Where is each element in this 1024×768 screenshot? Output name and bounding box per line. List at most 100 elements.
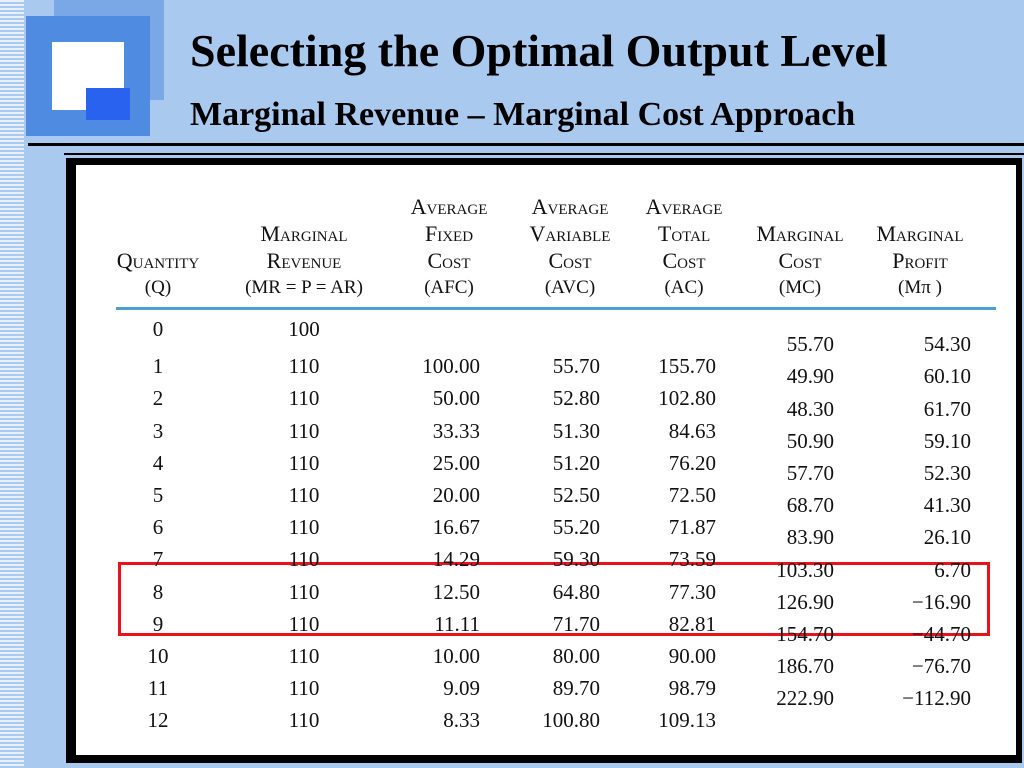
header-average-total-cost-line-3: (AC) [664, 277, 704, 298]
avc-cell: 89.70 [552, 676, 600, 701]
header-average-variable-cost-line-1: Variable [529, 221, 611, 246]
marginal-revenue-cell: 110 [288, 418, 320, 443]
afc-cell: 10.00 [432, 644, 480, 668]
afc-cell: 25.00 [432, 450, 480, 475]
avc-cell: 80.00 [552, 644, 600, 668]
quantity-cell: 12 [147, 708, 169, 733]
header-quantity-line-2: Quantity [116, 248, 200, 273]
afc-cell: 20.00 [432, 483, 480, 507]
ac-cell: 77.30 [668, 579, 716, 604]
quantity-cell: 8 [152, 579, 164, 604]
avc-cell: 100.80 [542, 708, 600, 733]
cost-revenue-table: Quantity (Q) Marginal Revenue (MR = P = AR) A… [76, 165, 1016, 755]
ac-cell: 109.13 [658, 708, 716, 733]
marginal-cost-cell: 55.70 [786, 332, 834, 357]
ac-cell: 155.70 [658, 354, 716, 379]
avc-cell: 71.70 [552, 611, 600, 636]
header-marginal-cost-line-3: (MC) [778, 277, 822, 298]
table-figure: Quantity (Q) Marginal Revenue (MR = P = AR) A… [66, 158, 1022, 763]
marginal-revenue-cell: 110 [288, 708, 320, 733]
marginal-revenue-cell: 110 [288, 483, 320, 507]
header-marginal-cost-line-2: Cost [778, 248, 822, 273]
quantity-cell: 11 [147, 676, 169, 701]
avc-cell: 55.70 [552, 354, 600, 379]
marginal-cost-cell: 68.70 [786, 493, 834, 518]
header-average-fixed-cost-line-3: (AFC) [424, 277, 474, 298]
marginal-profit-cell: −112.90 [902, 686, 971, 711]
quantity-cell: 4 [152, 450, 164, 475]
afc-cell: 9.09 [443, 676, 480, 701]
marginal-cost-cell: 222.90 [776, 686, 834, 711]
header-marginal-profit-line-1: Marginal [876, 221, 964, 246]
avc-cell: 52.80 [552, 386, 600, 411]
quantity-cell: 0 [152, 317, 164, 341]
marginal-cost-cell: 103.30 [776, 557, 834, 582]
marginal-revenue-cell: 110 [288, 450, 320, 475]
marginal-profit-cell: 52.30 [923, 460, 971, 485]
quantity-cell: 2 [152, 386, 164, 411]
marginal-revenue-cell: 110 [288, 676, 320, 701]
marginal-profit-cell: 41.30 [923, 493, 971, 518]
marginal-cost-cell: 50.90 [786, 428, 834, 453]
header-quantity-line-3: (Q) [144, 277, 172, 298]
marginal-profit-cell: 61.70 [923, 396, 971, 421]
header-average-fixed-cost-line-0: Average [410, 194, 488, 219]
slide-logo [24, 0, 164, 140]
avc-cell: 51.30 [552, 418, 600, 443]
decorative-stripe [0, 0, 24, 768]
marginal-profit-cell: −44.70 [911, 621, 971, 646]
optimal-output-highlight [118, 562, 990, 636]
afc-cell: 11.11 [434, 611, 480, 636]
marginal-cost-cell: 126.90 [776, 589, 834, 614]
marginal-revenue-cell: 110 [288, 354, 320, 379]
quantity-cell: 1 [152, 354, 164, 379]
marginal-profit-cell: −76.70 [911, 654, 971, 679]
avc-cell: 64.80 [552, 579, 600, 604]
header-marginal-revenue-line-3: (MR = P = AR) [245, 277, 363, 298]
marginal-revenue-cell: 110 [288, 547, 320, 572]
ac-cell: 98.79 [668, 676, 716, 701]
slide-subtitle: Marginal Revenue – Marginal Cost Approac… [190, 96, 856, 133]
marginal-profit-cell: 59.10 [923, 428, 971, 453]
title-divider [28, 143, 1024, 146]
ac-cell: 90.00 [668, 644, 716, 668]
marginal-profit-cell: 6.70 [934, 557, 971, 582]
afc-cell: 16.67 [432, 515, 480, 540]
slide-title: Selecting the Optimal Output Level [190, 25, 888, 76]
ac-cell: 71.87 [668, 515, 716, 540]
marginal-profit-cell: −16.90 [911, 589, 971, 614]
header-average-variable-cost-line-2: Cost [548, 248, 592, 273]
quantity-cell: 6 [152, 515, 164, 540]
header-average-variable-cost-line-0: Average [531, 194, 609, 219]
marginal-cost-cell: 154.70 [776, 621, 834, 646]
marginal-cost-cell: 48.30 [786, 396, 834, 421]
marginal-revenue-cell: 110 [288, 579, 320, 604]
afc-cell: 8.33 [443, 708, 480, 733]
avc-cell: 59.30 [552, 547, 600, 572]
panel-top-line [64, 153, 1024, 155]
marginal-cost-cell: 57.70 [786, 460, 834, 485]
marginal-profit-cell: 54.30 [923, 332, 971, 357]
afc-cell: 33.33 [432, 418, 480, 443]
ac-cell: 76.20 [668, 450, 716, 475]
marginal-revenue-cell: 110 [288, 386, 320, 411]
header-marginal-profit-line-3: (Mπ ) [898, 277, 942, 298]
quantity-cell: 7 [152, 547, 164, 572]
header-average-total-cost-line-1: Total [657, 221, 711, 246]
quantity-cell: 9 [152, 611, 164, 636]
avc-cell: 55.20 [552, 515, 600, 540]
header-marginal-cost-line-1: Marginal [756, 221, 844, 246]
marginal-cost-cell: 186.70 [776, 654, 834, 679]
afc-cell: 12.50 [432, 579, 480, 604]
header-average-total-cost-line-0: Average [645, 194, 723, 219]
marginal-cost-cell: 49.90 [786, 364, 834, 389]
avc-cell: 52.50 [552, 483, 600, 507]
ac-cell: 84.63 [668, 418, 716, 443]
header-average-fixed-cost-line-2: Cost [427, 248, 471, 273]
afc-cell: 50.00 [432, 386, 480, 411]
quantity-cell: 10 [147, 644, 169, 668]
marginal-revenue-cell: 110 [288, 515, 320, 540]
quantity-cell: 5 [152, 483, 164, 507]
avc-cell: 51.20 [552, 450, 600, 475]
ac-cell: 73.59 [668, 547, 716, 572]
